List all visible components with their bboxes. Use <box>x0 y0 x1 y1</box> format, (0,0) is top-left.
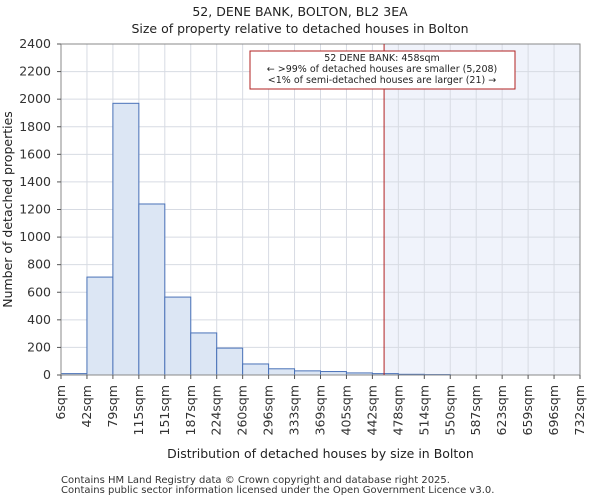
bar <box>112 102 140 376</box>
x-tick-label: 732sqm <box>572 385 587 435</box>
x-tick-label: 369sqm <box>313 385 328 435</box>
bar <box>216 347 244 376</box>
y-tick-label: 2200 <box>19 64 51 79</box>
x-tick-label: 587sqm <box>468 385 483 435</box>
x-tick-label: 442sqm <box>364 385 379 435</box>
x-tick-label: 696sqm <box>546 385 561 435</box>
y-tick-label: 200 <box>27 339 51 354</box>
x-tick-label: 623sqm <box>494 385 509 435</box>
y-tick-label: 1400 <box>19 174 51 189</box>
x-tick-label: 550sqm <box>442 385 457 435</box>
x-tick-label: 224sqm <box>209 385 224 435</box>
bar <box>138 203 166 376</box>
x-tick-label: 514sqm <box>416 385 431 435</box>
x-tick-label: 187sqm <box>183 385 198 435</box>
y-tick-label: 400 <box>27 312 51 327</box>
y-axis-label: Number of detached properties <box>0 111 15 308</box>
x-tick-label: 79sqm <box>105 385 120 428</box>
y-tick-label: 2000 <box>19 91 51 106</box>
bar <box>242 363 270 376</box>
bar <box>294 370 321 376</box>
y-tick-label: 1600 <box>19 146 51 161</box>
chart-title: 52, DENE BANK, BOLTON, BL2 3EA <box>192 4 408 19</box>
x-tick-label: 478sqm <box>390 385 405 435</box>
x-tick-label: 659sqm <box>520 385 535 435</box>
x-axis-label: Distribution of detached houses by size … <box>167 446 474 461</box>
x-tick-label: 6sqm <box>53 385 68 420</box>
y-tick-label: 600 <box>27 284 51 299</box>
x-tick-label: 333sqm <box>287 385 302 435</box>
annotation-smaller: ← >99% of detached houses are smaller (5… <box>267 64 498 75</box>
x-tick-label: 115sqm <box>131 385 146 435</box>
bar <box>86 276 114 376</box>
bar <box>320 371 347 376</box>
x-tick-label: 260sqm <box>235 385 250 435</box>
y-tick-label: 1200 <box>19 202 51 217</box>
annotation-larger: <1% of semi-detached houses are larger (… <box>268 75 496 86</box>
y-tick-label: 1000 <box>19 229 51 244</box>
x-tick-label: 151sqm <box>157 385 172 435</box>
bar <box>164 296 192 376</box>
annotation-box: 52 DENE BANK: 458sqm ← >99% of detached … <box>249 50 516 90</box>
footer-copyright: Contains HM Land Registry data © Crown c… <box>61 475 450 486</box>
y-tick-label: 800 <box>27 257 51 272</box>
y-tick-label: 0 <box>43 367 51 382</box>
y-axis: 0 200 400 600 800 1000 1200 1400 1600 1800 2000 220… <box>19 36 61 382</box>
bar <box>190 332 218 376</box>
y-tick-label: 2400 <box>19 36 51 51</box>
x-tick-label: 405sqm <box>338 385 353 435</box>
footer-licence: Contains public sector information licen… <box>61 485 495 496</box>
bar <box>268 368 296 376</box>
x-tick-label: 42sqm <box>79 385 94 428</box>
annotation-label: 52 DENE BANK: 458sqm <box>324 53 440 64</box>
y-tick-label: 1800 <box>19 119 51 134</box>
x-tick-label: 296sqm <box>261 385 276 435</box>
chart-subtitle: Size of property relative to detached ho… <box>131 21 469 36</box>
x-axis: 6sqm 42sqm 79sqm 115sqm 151sqm 187sqm 224sqm 26… <box>53 375 587 435</box>
annotation-frame <box>249 50 516 90</box>
